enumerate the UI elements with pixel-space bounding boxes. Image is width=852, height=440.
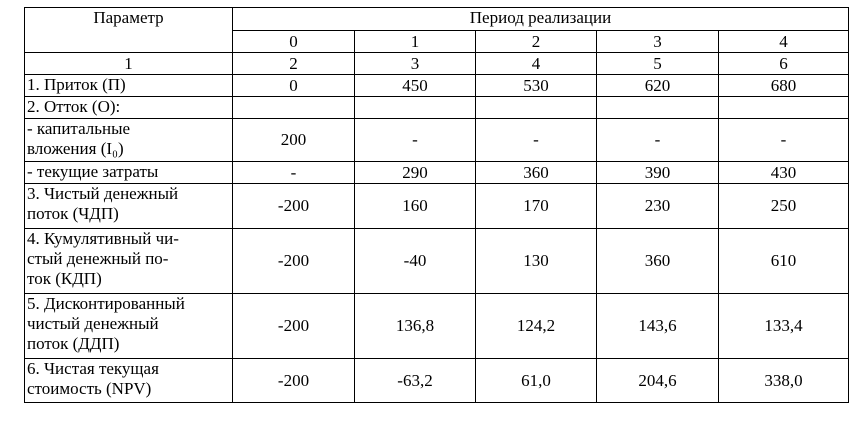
table-row: 1. Приток (П) 0 450 530 620 680 (24, 74, 849, 97)
table-cell: 620 (596, 74, 719, 97)
row-label: 1. Приток (П) (24, 74, 233, 97)
period-number: 3 (596, 30, 719, 53)
table-cell: 204,6 (596, 358, 719, 403)
column-number: 3 (354, 52, 476, 75)
cash-flow-table: Параметр Период реализации 0 1 2 3 4 1 2… (24, 7, 849, 403)
table-cell: -40 (354, 228, 476, 294)
param-column-header: Параметр (24, 7, 233, 53)
period-number: 2 (475, 30, 597, 53)
table-row: 4. Кумулятивный чи- стый денежный по- то… (24, 228, 849, 294)
table-row: 5. Дисконтированный чистый денежный пото… (24, 293, 849, 359)
row-label: - текущие затраты (24, 161, 233, 184)
row-label: 4. Кумулятивный чи- стый денежный по- то… (24, 228, 233, 294)
column-number: 5 (596, 52, 719, 75)
table-cell (718, 96, 849, 119)
column-number: 2 (232, 52, 355, 75)
table-cell: 170 (475, 183, 597, 229)
header-row: Параметр Период реализации (24, 7, 849, 53)
table-row: 6. Чистая текущая стоимость (NPV) -200 -… (24, 358, 849, 403)
table-cell: 290 (354, 161, 476, 184)
table-cell: 130 (475, 228, 597, 294)
period-numbers-row: 0 1 2 3 4 (25, 30, 849, 53)
table-row: 3. Чистый денежный поток (ЧДП) -200 160 … (24, 183, 849, 229)
table-cell: - (596, 118, 719, 162)
table-cell: 360 (596, 228, 719, 294)
table-cell: 530 (475, 74, 597, 97)
table-cell: -200 (232, 293, 355, 359)
column-number: 1 (24, 52, 233, 75)
row-label: 6. Чистая текущая стоимость (NPV) (24, 358, 233, 403)
table-cell: 0 (232, 74, 355, 97)
table-row: - капитальные вложения (I₀) 200 - - - - (24, 118, 849, 162)
table-cell: 230 (596, 183, 719, 229)
table-cell: - (232, 161, 355, 184)
table-cell: 61,0 (475, 358, 597, 403)
table-cell: -200 (232, 183, 355, 229)
table-cell: 124,2 (475, 293, 597, 359)
table-row: 2. Отток (О): (24, 96, 849, 119)
table-cell: 680 (718, 74, 849, 97)
period-number: 0 (232, 30, 355, 53)
column-number: 6 (718, 52, 849, 75)
row-label: 5. Дисконтированный чистый денежный пото… (24, 293, 233, 359)
table-cell: 610 (718, 228, 849, 294)
row-label: 3. Чистый денежный поток (ЧДП) (24, 183, 233, 229)
table-cell (354, 96, 476, 119)
table-cell: 200 (232, 118, 355, 162)
table-cell: - (475, 118, 597, 162)
period-column-header: Период реализации (232, 7, 849, 31)
table-row: - текущие затраты - 290 360 390 430 (24, 161, 849, 184)
table-cell: 160 (354, 183, 476, 229)
period-number: 4 (718, 30, 849, 53)
table-cell: -200 (232, 358, 355, 403)
table-cell (596, 96, 719, 119)
table-cell: 136,8 (354, 293, 476, 359)
row-label: 2. Отток (О): (24, 96, 233, 119)
table-cell: -63,2 (354, 358, 476, 403)
table-cell: 143,6 (596, 293, 719, 359)
row-label: - капитальные вложения (I₀) (24, 118, 233, 162)
table-cell (475, 96, 597, 119)
table-cell: 450 (354, 74, 476, 97)
column-number: 4 (475, 52, 597, 75)
table-cell: - (718, 118, 849, 162)
table-cell: 430 (718, 161, 849, 184)
table-cell: 338,0 (718, 358, 849, 403)
column-numbers-row: 1 2 3 4 5 6 (24, 52, 849, 75)
period-number: 1 (354, 30, 476, 53)
table-cell: 133,4 (718, 293, 849, 359)
table-cell: 250 (718, 183, 849, 229)
table-cell (232, 96, 355, 119)
table-cell: 360 (475, 161, 597, 184)
table-cell: - (354, 118, 476, 162)
table-cell: -200 (232, 228, 355, 294)
table-cell: 390 (596, 161, 719, 184)
